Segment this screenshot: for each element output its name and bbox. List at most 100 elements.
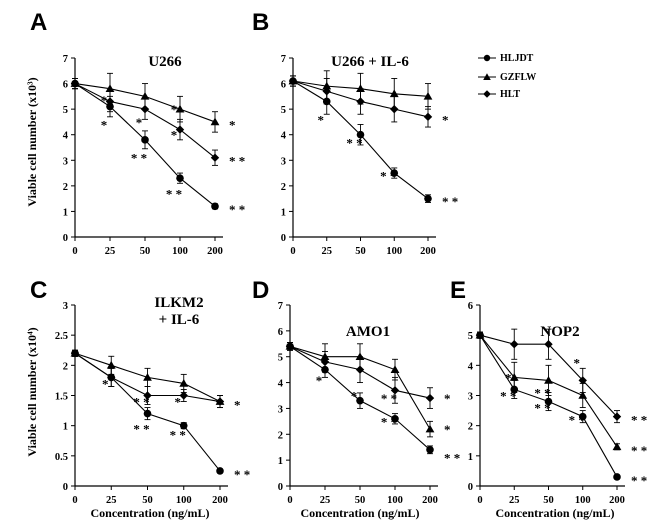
x-tick-label: 200	[422, 495, 438, 506]
significance-mark: *	[102, 376, 109, 391]
data-point	[356, 97, 365, 106]
data-point	[105, 84, 115, 92]
significance-mark: * *	[166, 187, 182, 202]
x-tick-label: 0	[290, 246, 295, 257]
y-tick-label: 5	[468, 331, 473, 342]
panel-d: 0 1 2 3 4 5 6 7 0 25 50 100 200 AMO1 Concentration (ng…	[278, 301, 461, 520]
significance-mark: *	[136, 115, 143, 130]
series-hljdt	[286, 342, 434, 455]
data-point	[320, 357, 330, 367]
data-point	[143, 409, 152, 418]
significance-mark: * *	[381, 391, 397, 406]
y-tick-label: 3	[281, 156, 286, 167]
data-point	[509, 373, 519, 381]
series-gzflw	[285, 341, 435, 438]
x-tick-label: 200	[207, 246, 223, 257]
significance-mark: *	[175, 395, 182, 410]
data-point	[140, 91, 150, 100]
panel-b: 0 1 2 3 4 5 6 7 0 25 50 100 200 U266 + IL-6 * * * * * * * …	[281, 54, 459, 257]
legend-label-hljdt: HLJDT	[500, 53, 534, 64]
y-tick-label: 1	[278, 456, 283, 467]
data-point	[175, 104, 185, 113]
panel-title: AMO1	[346, 324, 390, 340]
significance-mark: * *	[133, 395, 149, 410]
y-tick-label: 0	[63, 482, 68, 493]
data-point	[70, 79, 80, 88]
panel-title: U266 + IL-6	[331, 54, 409, 70]
panel-letter-c: C	[30, 277, 47, 304]
x-tick-label: 0	[72, 495, 77, 506]
data-point	[578, 391, 588, 399]
data-point	[578, 376, 587, 385]
y-tick-label: 6	[278, 327, 283, 338]
y-tick-label: 3	[468, 392, 473, 403]
y-axis-label: Viable cell number (x10³)	[25, 77, 39, 206]
significance-mark: * *	[442, 194, 458, 209]
y-axis-label: Viable cell number (x10⁴)	[25, 327, 39, 456]
panel-title: ILKM2 + IL-6	[154, 295, 203, 328]
x-tick-label: 100	[172, 246, 188, 257]
y-tick-label: 0	[63, 233, 68, 244]
x-axis-label: Concentration (ng/mL)	[91, 506, 210, 520]
panel-letter-d: D	[252, 277, 269, 304]
data-point	[391, 414, 399, 423]
x-axis-label: Concentration (ng/mL)	[496, 506, 615, 520]
y-tick-label: 3	[278, 404, 283, 415]
panel-letter-a: A	[30, 9, 47, 36]
x-axis-label: Concentration (ng/mL)	[301, 506, 420, 520]
y-tick-label: 5	[63, 105, 68, 116]
y-tick-label: 0	[278, 482, 283, 493]
x-tick-label: 200	[212, 495, 228, 506]
x-tick-label: 0	[287, 495, 292, 506]
data-point	[107, 373, 116, 382]
y-tick-label: 1.5	[55, 392, 68, 403]
data-point	[390, 169, 399, 177]
significance-mark: * *	[444, 451, 460, 466]
panel-letter-e: E	[450, 277, 466, 304]
data-point	[423, 91, 433, 100]
y-tick-label: 6	[281, 80, 286, 91]
series-hlt	[70, 349, 225, 409]
data-point	[140, 104, 150, 114]
x-tick-label: 200	[609, 495, 625, 506]
panel-e: 0 1 2 3 4 5 6 0 25 50 100 200 NOP2 Concentration (ng/…	[468, 301, 648, 520]
data-point	[288, 76, 298, 86]
significance-mark: * *	[229, 202, 245, 217]
data-point	[179, 379, 189, 387]
data-point	[578, 412, 587, 421]
y-tick-label: 2	[63, 182, 68, 193]
x-tick-label: 25	[320, 495, 331, 506]
series-hlt	[288, 75, 433, 128]
y-tick-label: 4	[63, 131, 69, 142]
data-point	[390, 104, 399, 114]
x-tick-label: 0	[477, 495, 482, 506]
data-point	[322, 87, 331, 96]
data-point	[389, 89, 399, 98]
data-point	[105, 97, 115, 106]
data-point	[425, 393, 435, 403]
significance-mark: *	[101, 93, 108, 108]
x-tick-label: 100	[575, 495, 591, 506]
y-tick-label: 1	[63, 422, 68, 433]
significance-mark: *	[229, 117, 236, 132]
y-tick-label: 1	[281, 207, 286, 218]
significance-mark: * *	[631, 473, 647, 488]
significance-mark: *	[234, 398, 241, 413]
x-tick-label: 50	[543, 495, 554, 506]
x-tick-label: 100	[387, 495, 403, 506]
series-hlt	[475, 328, 622, 424]
circle-marker-icon	[483, 54, 491, 62]
legend: HLJDT GZFLW HLT	[478, 53, 536, 100]
y-tick-label: 7	[63, 54, 68, 65]
y-tick-label: 7	[281, 54, 286, 65]
y-tick-label: 0	[468, 482, 473, 493]
y-tick-label: 0.5	[55, 452, 68, 463]
significance-mark: * *	[381, 414, 397, 429]
y-tick-label: 7	[278, 301, 283, 312]
y-tick-label: 2	[468, 422, 473, 433]
series-hlt	[285, 342, 435, 409]
x-tick-label: 50	[140, 246, 151, 257]
significance-mark: * *	[346, 135, 362, 150]
panel-title: U266	[148, 54, 182, 70]
